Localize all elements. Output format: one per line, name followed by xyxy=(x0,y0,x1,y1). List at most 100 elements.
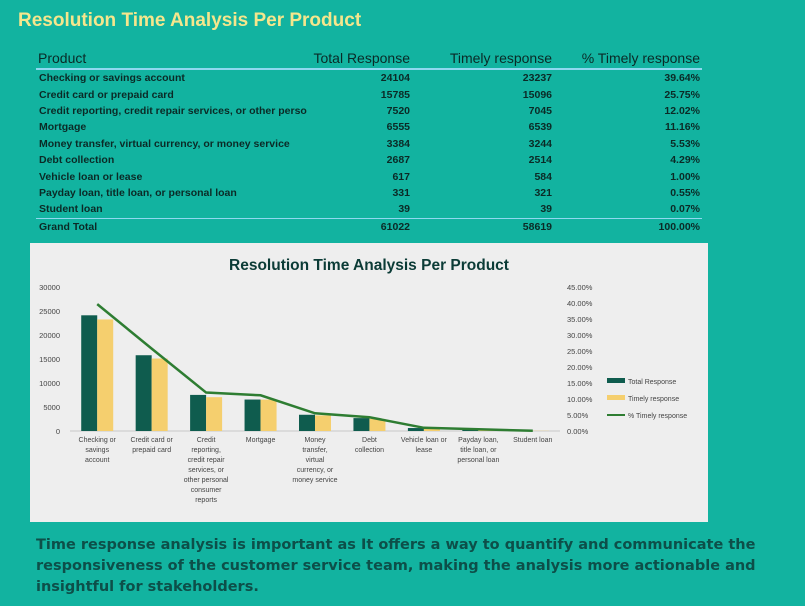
product-cell: Vehicle loan or lease xyxy=(39,170,143,183)
combo-chart: Resolution Time Analysis Per Product 3000… xyxy=(39,257,687,504)
pct-timely-cell: 4.29% xyxy=(670,154,700,167)
x-category-label: title loan, or xyxy=(460,447,497,454)
total-response-cell: 61022 xyxy=(308,217,412,235)
header-pct-timely-response: % Timely response xyxy=(554,50,702,70)
x-category-label: reporting, xyxy=(191,447,221,454)
timely-response-cell: 39 xyxy=(540,203,552,216)
table-row: Vehicle loan or lease 617 584 1.00% xyxy=(36,168,702,184)
pct-timely-cell: 0.07% xyxy=(670,203,700,216)
page-title: Resolution Time Analysis Per Product xyxy=(18,10,362,31)
pct-timely-cell: 100.00% xyxy=(554,217,702,235)
x-category-label: Debt xyxy=(362,437,377,444)
y-right-tick-label: 5.00% xyxy=(567,411,589,420)
x-category-label: consumer xyxy=(191,487,222,494)
product-cell: Debt collection xyxy=(39,154,115,167)
bar-timely-response xyxy=(97,319,114,431)
header-timely-response: Timely response xyxy=(412,50,554,70)
legend-label: Timely response xyxy=(628,396,679,403)
y-right-tick-label: 35.00% xyxy=(567,315,593,324)
product-cell: Grand Total xyxy=(36,217,308,235)
x-category-label: Mortgage xyxy=(246,437,276,444)
bar-total-response xyxy=(190,394,207,431)
product-cell: Student loan xyxy=(39,203,103,216)
table-row: Student loan 39 39 0.07% xyxy=(36,201,702,218)
legend-label: Total Response xyxy=(628,379,676,386)
pct-timely-cell: 5.53% xyxy=(670,137,700,150)
pct-timely-cell: 0.55% xyxy=(670,186,700,199)
timely-response-cell: 3244 xyxy=(528,137,552,150)
y-right-tick-label: 10.00% xyxy=(567,395,593,404)
x-category-label: collection xyxy=(355,447,384,454)
legend-swatch xyxy=(607,395,625,400)
grand-total-row: Grand Total 61022 58619 100.00% xyxy=(36,217,702,235)
bar-timely-response xyxy=(369,418,386,431)
y-right-tick-label: 20.00% xyxy=(567,363,593,372)
table-row: Credit card or prepaid card 15785 15096 25.… xyxy=(36,86,702,102)
table-row: Checking or savings account 24104 23237 39.… xyxy=(36,69,702,86)
y-left-tick-label: 5000 xyxy=(43,403,60,412)
pct-timely-cell: 25.75% xyxy=(664,88,700,101)
bar-total-response xyxy=(135,355,152,431)
y-right-tick-label: 25.00% xyxy=(567,347,593,356)
x-category-label: Vehicle loan or xyxy=(401,437,448,444)
table-row: Payday loan, title loan, or personal loa… xyxy=(36,185,702,201)
timely-response-cell: 23237 xyxy=(522,72,552,85)
x-category-label: Credit xyxy=(197,437,216,444)
x-category-label: Credit card or xyxy=(130,437,173,444)
timely-response-cell: 15096 xyxy=(522,88,552,101)
header-product: Product xyxy=(36,50,308,70)
chart-title: Resolution Time Analysis Per Product xyxy=(229,257,509,274)
y-left-tick-label: 20000 xyxy=(39,331,60,340)
y-left-tick-label: 0 xyxy=(56,427,60,436)
line-pct-timely-response xyxy=(96,303,533,433)
table-header-row: Product Total Response Timely response %… xyxy=(36,50,702,70)
table-row: Credit reporting, credit repair services… xyxy=(36,103,702,119)
pct-timely-cell: 1.00% xyxy=(670,170,700,183)
x-category-label: other personal xyxy=(184,477,229,484)
x-category-label: currency, or xyxy=(297,467,334,474)
x-category-label: virtual xyxy=(306,457,325,464)
product-cell: Credit card or prepaid card xyxy=(39,88,174,101)
timely-response-cell: 584 xyxy=(534,170,552,183)
y-left-tick-label: 15000 xyxy=(39,355,60,364)
pivot-table: Product Total Response Timely response %… xyxy=(36,50,702,235)
table-row: Money transfer, virtual currency, or mon… xyxy=(36,136,702,152)
x-category-label: credit repair xyxy=(188,457,226,464)
timely-response-cell: 58619 xyxy=(412,217,554,235)
pct-timely-cell: 39.64% xyxy=(664,72,700,85)
bar-timely-response xyxy=(260,399,277,431)
pct-timely-cell: 12.02% xyxy=(664,104,700,117)
bar-total-response xyxy=(407,428,424,431)
footer-note: Time response analysis is important as I… xyxy=(36,537,756,595)
bar-total-response xyxy=(81,315,98,431)
total-response-cell: 3384 xyxy=(386,137,410,150)
timely-response-cell: 7045 xyxy=(528,104,552,117)
y-left-tick-label: 10000 xyxy=(39,379,60,388)
x-category-label: account xyxy=(85,457,110,464)
table-row: Mortgage 6555 6539 11.16% xyxy=(36,119,702,135)
y-left-tick-label: 25000 xyxy=(39,307,60,316)
timely-response-cell: 2514 xyxy=(528,154,552,167)
x-category-label: Student loan xyxy=(513,437,552,444)
y-right-tick-label: 30.00% xyxy=(567,331,593,340)
x-category-label: transfer, xyxy=(302,447,327,454)
y-right-tick-label: 45.00% xyxy=(567,283,593,292)
bar-timely-response xyxy=(151,358,168,431)
total-response-cell: 15785 xyxy=(380,88,410,101)
product-cell: Money transfer, virtual currency, or mon… xyxy=(39,137,290,150)
header-total-response: Total Response xyxy=(308,50,412,70)
x-category-label: money service xyxy=(292,477,337,484)
x-category-label: reports xyxy=(195,497,217,504)
product-cell: Credit reporting, credit repair services… xyxy=(39,104,307,117)
timely-response-cell: 321 xyxy=(534,186,552,199)
y-right-tick-label: 40.00% xyxy=(567,299,593,308)
y-left-tick-label: 30000 xyxy=(39,283,60,292)
product-cell: Mortgage xyxy=(39,121,87,134)
chart-panel: Resolution Time Analysis Per Product 3000… xyxy=(30,243,708,522)
total-response-cell: 7520 xyxy=(386,104,410,117)
table-row: Debt collection 2687 2514 4.29% xyxy=(36,152,702,168)
x-category-label: Money xyxy=(304,437,326,444)
x-category-label: lease xyxy=(416,447,433,454)
product-cell: Payday loan, title loan, or personal loa… xyxy=(39,186,237,199)
legend-label: % Timely response xyxy=(628,413,687,420)
